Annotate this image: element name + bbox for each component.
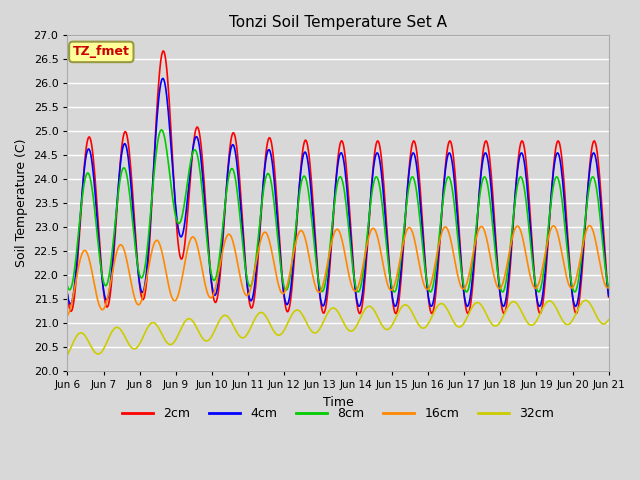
2cm (404, 173, 412, 179)
8cm (157, 127, 165, 132)
8cm (213, 269, 221, 275)
4cm (404, 175, 412, 181)
4cm (605, 293, 612, 299)
8cm (63, 283, 71, 289)
8cm (420, 259, 428, 264)
2cm (605, 294, 612, 300)
8cm (185, 171, 193, 177)
Y-axis label: Soil Temperature (C): Soil Temperature (C) (15, 139, 28, 267)
Line: 16cm: 16cm (67, 226, 609, 315)
32cm (420, 325, 428, 331)
32cm (212, 324, 220, 329)
32cm (582, 298, 589, 303)
4cm (213, 286, 221, 292)
Line: 2cm: 2cm (67, 51, 609, 313)
32cm (184, 316, 192, 322)
4cm (420, 252, 428, 258)
32cm (404, 303, 412, 309)
8cm (404, 187, 412, 193)
2cm (74, 263, 81, 268)
2cm (500, 311, 508, 316)
16cm (212, 280, 220, 286)
4cm (185, 184, 193, 190)
4cm (74, 253, 81, 259)
2cm (185, 198, 193, 204)
4cm (129, 207, 137, 213)
Text: TZ_fmet: TZ_fmet (73, 46, 130, 59)
Title: Tonzi Soil Temperature Set A: Tonzi Soil Temperature Set A (229, 15, 447, 30)
16cm (184, 245, 192, 251)
16cm (605, 285, 612, 290)
8cm (535, 289, 543, 295)
2cm (213, 296, 221, 301)
16cm (420, 280, 428, 286)
X-axis label: Time: Time (323, 396, 353, 408)
32cm (129, 346, 137, 351)
Line: 4cm: 4cm (67, 78, 609, 306)
32cm (74, 333, 81, 338)
Legend: 2cm, 4cm, 8cm, 16cm, 32cm: 2cm, 4cm, 8cm, 16cm, 32cm (117, 402, 559, 425)
2cm (129, 195, 137, 201)
Line: 8cm: 8cm (67, 130, 609, 292)
16cm (129, 288, 137, 294)
8cm (129, 222, 137, 228)
16cm (74, 271, 81, 276)
16cm (63, 312, 71, 318)
2cm (420, 245, 428, 251)
4cm (159, 75, 167, 81)
4cm (572, 303, 579, 309)
16cm (404, 226, 412, 231)
2cm (159, 48, 167, 54)
16cm (586, 223, 594, 228)
8cm (605, 285, 612, 291)
Line: 32cm: 32cm (67, 300, 609, 355)
4cm (63, 291, 71, 297)
8cm (74, 243, 81, 249)
32cm (63, 352, 71, 358)
2cm (63, 292, 71, 298)
32cm (605, 317, 612, 323)
